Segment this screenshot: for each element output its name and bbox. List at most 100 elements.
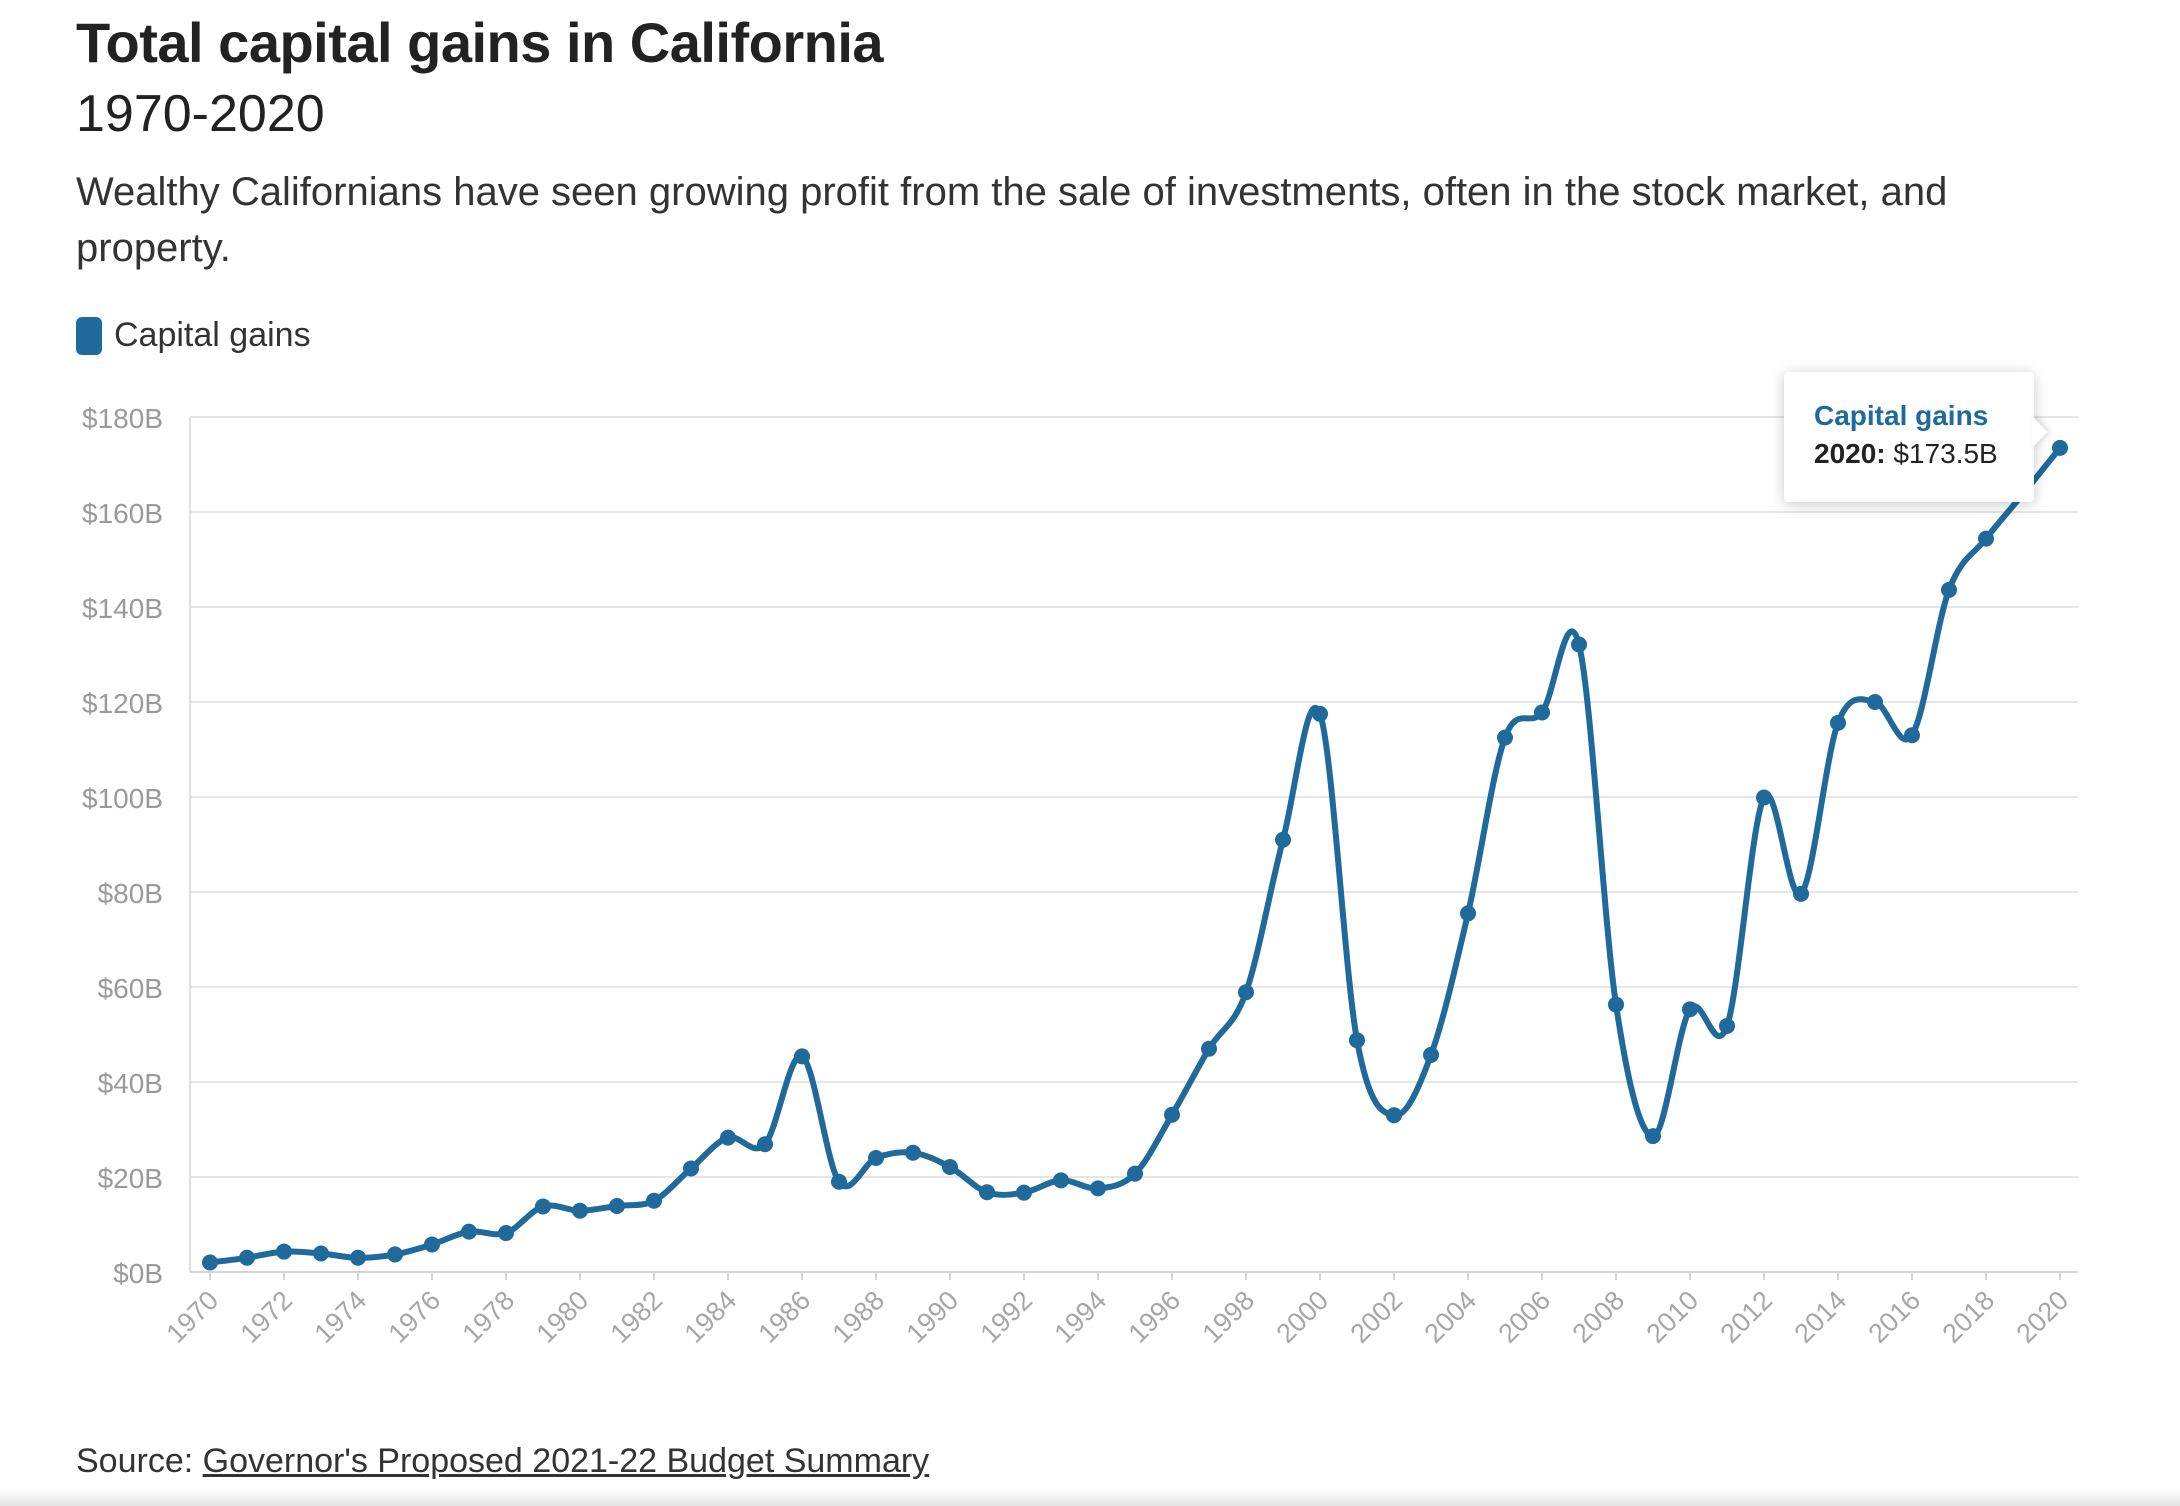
data-point	[424, 1236, 440, 1253]
data-point	[2052, 439, 2068, 456]
x-tick-label: 1980	[531, 1285, 595, 1349]
chart-title: Total capital gains in California	[76, 11, 884, 74]
data-point	[1830, 714, 1846, 731]
x-tick-label: 2006	[1493, 1285, 1557, 1349]
data-point	[1349, 1032, 1365, 1049]
data-point	[979, 1184, 995, 1201]
data-point	[1904, 727, 1920, 744]
legend-swatch	[76, 316, 102, 355]
legend-label: Capital gains	[114, 316, 311, 354]
data-point	[572, 1202, 588, 1219]
data-point	[1867, 694, 1883, 710]
data-point	[1978, 530, 1994, 547]
source-note: Source: Governor's Proposed 2021-22 Budg…	[76, 1442, 929, 1481]
data-point	[1608, 996, 1624, 1013]
data-point	[535, 1198, 551, 1215]
y-tick-label: $180B	[82, 403, 163, 434]
x-tick-label: 1996	[1123, 1285, 1187, 1349]
x-tick-label: 1992	[975, 1285, 1039, 1349]
data-point	[1497, 729, 1513, 746]
x-tick-label: 1972	[235, 1285, 299, 1349]
data-point	[1164, 1106, 1180, 1123]
data-point	[1460, 905, 1476, 922]
data-point	[1719, 1017, 1735, 1034]
x-tick-label: 2014	[1789, 1285, 1853, 1349]
data-point	[1645, 1128, 1661, 1145]
data-point	[1571, 636, 1587, 653]
data-point	[276, 1243, 292, 1260]
x-tick-label: 1976	[383, 1285, 447, 1349]
data-point	[757, 1136, 773, 1153]
y-tick-label: $20B	[98, 1163, 163, 1194]
data-point	[1756, 789, 1772, 806]
line-chart[interactable]: $0B $20B $40B $60B $80B $100B $120B $140B $160B $…	[0, 0, 2180, 1430]
data-point	[387, 1246, 403, 1263]
data-point	[1534, 704, 1550, 721]
tooltip-value-line: 2020: $173.5B	[1814, 438, 2034, 470]
x-tick-label: 2012	[1715, 1285, 1779, 1349]
data-point	[1201, 1040, 1217, 1057]
data-point	[1016, 1184, 1032, 1201]
series-line	[207, 444, 2063, 1266]
data-point	[350, 1249, 366, 1266]
x-tick-label: 1994	[1049, 1285, 1113, 1349]
data-point	[461, 1223, 477, 1240]
data-point	[1386, 1107, 1402, 1124]
x-tick-label: 1988	[827, 1285, 891, 1349]
x-tick-label: 2004	[1419, 1285, 1483, 1349]
y-tick-label: $120B	[82, 688, 163, 719]
y-tick-label: $40B	[98, 1068, 163, 1099]
x-tick-label: 1974	[309, 1285, 373, 1349]
x-tick-label: 2000	[1271, 1285, 1335, 1349]
y-tick-label: $60B	[98, 973, 163, 1004]
bottom-shadow	[0, 1488, 2180, 1506]
data-point	[1682, 1001, 1698, 1018]
x-tick-label: 1990	[901, 1285, 965, 1349]
chart-subtitle: 1970-2020	[76, 85, 325, 143]
data-point	[1238, 984, 1254, 1001]
data-point	[720, 1129, 736, 1146]
x-tick-label: 2018	[1937, 1285, 2001, 1349]
x-tick-label: 2002	[1345, 1285, 1409, 1349]
data-point	[1423, 1046, 1439, 1063]
y-tick-label: $80B	[98, 878, 163, 909]
x-tick-label: 1984	[679, 1285, 743, 1349]
data-point	[1793, 885, 1809, 902]
y-tick-label: $140B	[82, 593, 163, 624]
tooltip-series-name: Capital gains	[1814, 400, 1989, 431]
data-point	[868, 1150, 884, 1166]
x-tick-label: 2016	[1863, 1285, 1927, 1349]
tooltip-arrow	[2032, 416, 2048, 448]
data-point	[498, 1225, 514, 1242]
x-tick-label: 1986	[753, 1285, 817, 1349]
data-point	[239, 1249, 255, 1266]
chart-tooltip: Capital gains 2020: $173.5B	[1784, 372, 2048, 502]
data-point	[202, 1254, 218, 1271]
data-point	[794, 1048, 810, 1065]
data-point	[942, 1159, 958, 1176]
tooltip-value: $173.5B	[1893, 438, 1998, 469]
data-point	[1275, 831, 1291, 848]
data-point	[1090, 1180, 1106, 1197]
source-link[interactable]: Governor's Proposed 2021-22 Budget Summa…	[202, 1442, 930, 1480]
chart-description: Wealthy Californians have seen growing p…	[76, 170, 1948, 270]
x-tick-label: 2008	[1567, 1285, 1631, 1349]
y-tick-label: $0B	[113, 1258, 163, 1289]
data-point	[831, 1173, 847, 1190]
data-point	[1312, 705, 1328, 722]
x-tick-label: 1998	[1197, 1285, 1261, 1349]
x-tick-label: 1982	[605, 1285, 669, 1349]
source-prefix: Source:	[76, 1442, 203, 1480]
data-point	[646, 1192, 662, 1209]
x-tick-label: 1970	[161, 1285, 225, 1349]
data-point	[905, 1144, 921, 1161]
y-tick-label: $100B	[82, 783, 163, 814]
x-tick-label: 2010	[1641, 1285, 1705, 1349]
data-point	[1053, 1172, 1069, 1189]
chart-legend[interactable]: Capital gains	[76, 316, 311, 355]
data-point	[1941, 581, 1957, 598]
data-point	[1127, 1165, 1143, 1182]
x-tick-label: 1978	[457, 1285, 521, 1349]
data-point	[609, 1197, 625, 1214]
